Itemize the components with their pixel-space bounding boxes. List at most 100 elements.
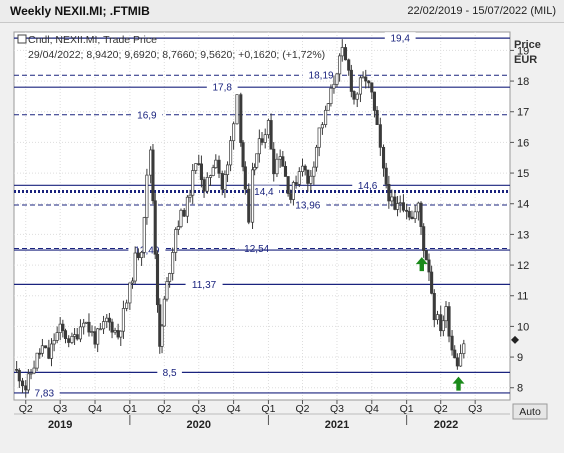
candle-body [419,202,423,227]
quarter-label: Q1 [261,403,275,415]
level-label: 7,83 [35,388,55,399]
last-price-marker-icon [511,335,519,344]
candle-body [239,94,243,143]
level-label-bg [352,179,384,191]
title-bar: Weekly NEXII.MI; .FTMIB 22/02/2019 - 15/… [0,0,564,23]
candle-body [275,158,279,175]
chart-title: Weekly NEXII.MI; .FTMIB [10,4,150,18]
candle-body [324,109,328,125]
candle-body [90,331,94,333]
candle-body [378,124,382,148]
candle-body [247,188,251,223]
candle-body [405,209,409,212]
candle-body [432,293,436,321]
candle-body [303,165,307,171]
level-label: 8,5 [163,368,177,379]
candle-body [220,173,224,190]
candle-body [113,330,117,333]
candle-body [29,372,33,375]
level-label-bg [128,244,166,256]
candle-body [444,306,448,322]
candle-body [67,338,71,343]
legend-ohlc-values: 29/04/2022; 8,9420; 9,6920; 8,7660; 9,56… [28,49,325,61]
year-label: 2019 [48,419,72,431]
candle-body [232,123,236,142]
candle-body [168,273,172,282]
candle-body [260,138,264,143]
candle-body [335,73,339,85]
candle-body [110,321,114,333]
candle-body [205,177,209,192]
quarter-label: Q3 [192,403,206,415]
candle-body [381,146,386,169]
y-tick-label: 19 [517,45,529,57]
candle-body [211,167,215,176]
candle-body [49,343,54,359]
candle-body [78,326,82,340]
candle-body [329,87,333,104]
legend-series-name: Cndl; NEXII.MI; Trade Price [28,34,157,46]
candle-body [430,271,434,294]
candle-body [306,169,310,184]
candle-body [229,140,233,166]
y-tick-label: 17 [517,107,529,119]
year-label: 2021 [325,419,349,431]
level-label: 14,4 [254,187,274,198]
candle-body [289,193,293,200]
chart-area[interactable]: 19,418,1917,816,914,614,413,9612,5412,49… [0,22,564,453]
candle-body [294,182,298,185]
candle-body [197,163,201,165]
candle-body [155,253,160,306]
candle-body [24,385,28,391]
candle-body [208,175,213,178]
candle-body [101,321,106,330]
horizontal-levels[interactable]: 19,418,1917,816,914,614,413,9612,5412,49… [14,32,510,399]
candle-body [107,317,111,323]
candle-body [398,202,402,205]
candle-body [151,149,155,202]
candle-body [70,336,74,343]
auto-scale-button[interactable]: Auto [512,403,548,420]
year-label: 2020 [187,419,211,431]
candle-body [133,252,137,282]
candle-body [367,80,371,84]
candle-body [130,280,135,284]
candle-body [125,302,129,309]
candle-body [35,352,39,369]
candle-body [116,330,120,338]
candles [15,39,466,398]
candle-body [145,174,149,218]
candle-body [401,202,405,211]
y-axis-unit: EUR [514,54,537,66]
candle-body [361,76,365,79]
candle-body [182,209,186,217]
quarter-label: Q4 [227,403,241,415]
candle-body [291,182,295,200]
candle-body [55,332,59,341]
candle-body [257,138,261,155]
quarter-label: Q4 [365,403,379,415]
candle-body [38,352,42,355]
candle-body [283,166,288,177]
candle-body [390,196,394,202]
candle-body [142,217,146,253]
level-label: 19,4 [390,34,410,45]
level-label: 13,96 [295,200,320,211]
y-tick-label: 8 [517,383,523,395]
candle-body [300,165,305,172]
candle-body [422,226,426,251]
candle-body [162,298,166,327]
candle-body [191,170,195,196]
candle-body [395,203,400,210]
y-tick-label: 12 [517,260,529,272]
candle-body [179,209,183,227]
candle-body [286,176,290,194]
level-label: 12,49 [134,246,159,257]
candle-body [326,103,330,111]
y-tick-label: 14 [517,199,529,211]
level-label-bg [157,366,182,378]
candle-body [269,120,273,150]
quarter-label: Q3 [330,403,344,415]
candle-body [153,200,157,255]
level-label-bg [302,69,340,81]
